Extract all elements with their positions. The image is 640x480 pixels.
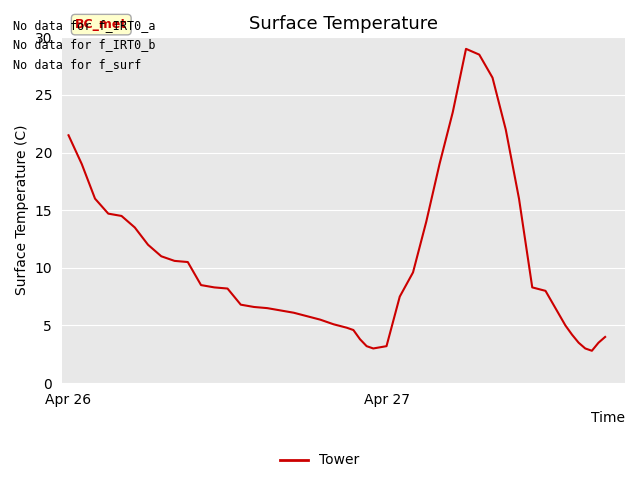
Title: Surface Temperature: Surface Temperature xyxy=(249,15,438,33)
Text: No data for f_surf: No data for f_surf xyxy=(13,58,141,71)
Legend: Tower: Tower xyxy=(275,448,365,473)
Y-axis label: Surface Temperature (C): Surface Temperature (C) xyxy=(15,125,29,295)
Text: Time: Time xyxy=(591,411,625,425)
Text: No data for f_IRT0_a: No data for f_IRT0_a xyxy=(13,19,156,32)
Text: No data for f_IRT0_b: No data for f_IRT0_b xyxy=(13,38,156,51)
Text: BC_met: BC_met xyxy=(75,18,127,31)
